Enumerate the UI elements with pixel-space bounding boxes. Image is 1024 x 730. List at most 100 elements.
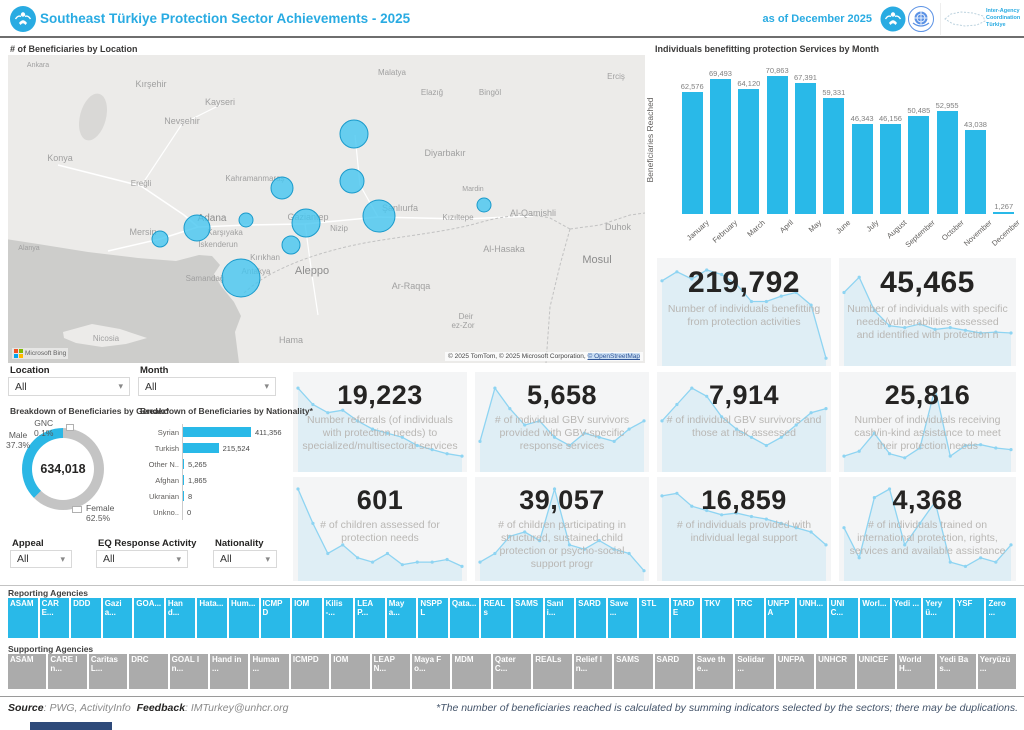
reporting-agency-box[interactable]: Qata... (449, 598, 480, 638)
reporting-agency-box[interactable]: Maya... (386, 598, 417, 638)
month-bar[interactable]: 46,343 (848, 64, 876, 214)
month-bar[interactable]: 50,485 (905, 64, 933, 214)
supporting-agency-box[interactable]: Human ... (250, 654, 289, 689)
supporting-agency-box[interactable]: UNHCR (816, 654, 855, 689)
location-bubble[interactable] (339, 119, 369, 149)
reporting-agency-box[interactable]: STL (639, 598, 669, 638)
kpi-card[interactable]: 19,223 Number referrals (of individuals w… (293, 372, 467, 472)
reporting-agency-box[interactable]: NSPPL (418, 598, 448, 638)
kpi-card[interactable]: 45,465 Number of individuals with specifi… (839, 258, 1016, 366)
reporting-agency-box[interactable]: Kilis-... (323, 598, 354, 638)
location-dropdown[interactable]: All ▾ (8, 377, 130, 396)
supporting-agency-box[interactable]: Maya Fo... (412, 654, 451, 689)
supporting-agency-box[interactable]: CARE In... (48, 654, 87, 689)
gender-donut-chart[interactable]: 634,018 (22, 428, 104, 510)
location-bubble[interactable] (238, 212, 254, 228)
reporting-agency-box[interactable]: ICMPD (260, 598, 291, 638)
kpi-card[interactable]: 5,658 # of individual GBV survivors provi… (475, 372, 649, 472)
nationality-bar-chart[interactable]: Syrian 411,356 Turkish 215,524 Other N.. 5,26… (140, 424, 290, 520)
appeal-dropdown[interactable]: All ▾ (10, 550, 72, 568)
month-bar[interactable]: 64,120 (735, 64, 763, 214)
month-bar[interactable]: 62,576 (678, 64, 706, 214)
reporting-agency-box[interactable]: SARD (576, 598, 606, 638)
kpi-card[interactable]: 16,859 # of individuals provided with ind… (657, 477, 831, 581)
reporting-agency-box[interactable]: TKV (702, 598, 732, 638)
supporting-agency-box[interactable]: Qater C... (492, 654, 532, 689)
reporting-agency-box[interactable]: Save ... (607, 598, 638, 638)
reporting-agency-box[interactable]: REALs (481, 598, 511, 638)
reporting-agency-box[interactable]: Hand... (165, 598, 196, 638)
reporting-agency-box[interactable]: YSF (954, 598, 985, 638)
reporting-agency-box[interactable]: TARDE (670, 598, 701, 638)
supporting-agency-box[interactable]: MDM (452, 654, 491, 689)
beneficiaries-map[interactable]: Ankara Kırşehir Kayseri Nevşehir Konya Ereğli… (8, 55, 645, 363)
reporting-agency-box[interactable]: Worl... (860, 598, 890, 638)
reporting-agency-box[interactable]: TRC (733, 598, 764, 638)
kpi-card[interactable]: 25,816 Number of individuals receiving ca… (839, 372, 1016, 472)
reporting-agency-box[interactable]: Sanli... (544, 598, 575, 638)
reporting-agency-box[interactable]: CARE... (39, 598, 70, 638)
location-bubble[interactable] (362, 199, 396, 233)
nationality-row[interactable]: Turkish 215,524 (140, 440, 290, 456)
month-dropdown[interactable]: All ▾ (138, 377, 276, 396)
kpi-card[interactable]: 4,368 # of individuals trained on interna… (839, 477, 1016, 581)
location-bubble[interactable] (291, 208, 321, 238)
supporting-agency-box[interactable]: Yedi Bas... (937, 654, 976, 689)
location-bubble[interactable] (270, 176, 294, 200)
reporting-agency-box[interactable]: GOA... (134, 598, 164, 638)
reporting-agency-box[interactable]: Gazia... (102, 598, 133, 638)
eq-response-dropdown[interactable]: All ▾ (96, 550, 188, 568)
supporting-agency-box[interactable]: UNFPA (775, 654, 815, 689)
reporting-agency-box[interactable]: IOM (292, 598, 322, 638)
reporting-agency-box[interactable]: Yedi ... (891, 598, 922, 638)
kpi-card[interactable]: 39,057 # of children participating in str… (475, 477, 649, 581)
location-bubble[interactable] (339, 168, 365, 194)
reporting-agency-box[interactable]: Yeryü... (923, 598, 953, 638)
supporting-agency-box[interactable]: ICMPD (290, 654, 330, 689)
supporting-agency-box[interactable]: Relief In... (573, 654, 613, 689)
reporting-agency-box[interactable]: Hum... (228, 598, 259, 638)
supporting-agency-box[interactable]: DRC (129, 654, 168, 689)
supporting-agency-box[interactable]: LEAP N... (371, 654, 411, 689)
nationality-row[interactable]: Afghan 1,865 (140, 472, 290, 488)
nationality-row[interactable]: Syrian 411,356 (140, 424, 290, 440)
supporting-agency-box[interactable]: ASAM (8, 654, 47, 689)
kpi-card[interactable]: 7,914 # of individual GBV survivors and t… (657, 372, 831, 472)
nationality-row[interactable]: Other N.. 5,265 (140, 456, 290, 472)
supporting-agency-box[interactable]: UNICEF (856, 654, 895, 689)
supporting-agency-box[interactable]: Hand in ... (210, 654, 249, 689)
map-bubbles[interactable] (151, 119, 492, 298)
supporting-agency-box[interactable]: Caritas L... (88, 654, 128, 689)
supporting-agency-box[interactable]: REALs (533, 654, 572, 689)
location-bubble[interactable] (476, 197, 492, 213)
location-bubble[interactable] (183, 214, 211, 242)
reporting-agency-box[interactable]: UNFPA (765, 598, 796, 638)
location-bubble[interactable] (151, 230, 169, 248)
location-bubble[interactable] (281, 235, 301, 255)
map-canvas[interactable]: Ankara Kırşehir Kayseri Nevşehir Konya Ereğli… (8, 55, 645, 363)
nationality-row[interactable]: Ukranian 8 (140, 488, 290, 504)
supporting-agency-box[interactable]: GOAL In... (169, 654, 209, 689)
supporting-agency-box[interactable]: SARD (654, 654, 693, 689)
reporting-agency-box[interactable]: UNIC... (828, 598, 859, 638)
reporting-agency-box[interactable]: Zero ... (986, 598, 1016, 638)
month-bar[interactable]: 52,955 (933, 64, 961, 214)
location-bubble[interactable] (221, 258, 261, 298)
supporting-agency-box[interactable]: Save the... (694, 654, 734, 689)
month-bar[interactable]: 70,863 (763, 64, 791, 214)
reporting-agency-box[interactable]: LEAP... (355, 598, 385, 638)
reporting-agency-box[interactable]: DDD (71, 598, 101, 638)
month-bar[interactable]: 1,267 (990, 64, 1018, 214)
reporting-agency-box[interactable]: UNH... (797, 598, 827, 638)
nationality-row[interactable]: Unkno.. 0 (140, 504, 290, 520)
supporting-agency-box[interactable]: Yeryüzü ... (977, 654, 1017, 689)
reporting-agency-box[interactable]: ASAM (8, 598, 38, 638)
supporting-agency-box[interactable]: Solidar ... (735, 654, 774, 689)
month-bar-chart[interactable]: 62,576 69,493 64,120 70,863 67,391 59,331 46,3… (678, 64, 1018, 214)
month-bar[interactable]: 46,156 (876, 64, 904, 214)
supporting-agency-box[interactable]: World H... (896, 654, 936, 689)
supporting-agency-box[interactable]: IOM (331, 654, 370, 689)
openstreetmap-link[interactable]: © OpenStreetMap (587, 353, 640, 360)
supporting-agency-box[interactable]: SAMS (614, 654, 653, 689)
month-bar[interactable]: 59,331 (820, 64, 848, 214)
